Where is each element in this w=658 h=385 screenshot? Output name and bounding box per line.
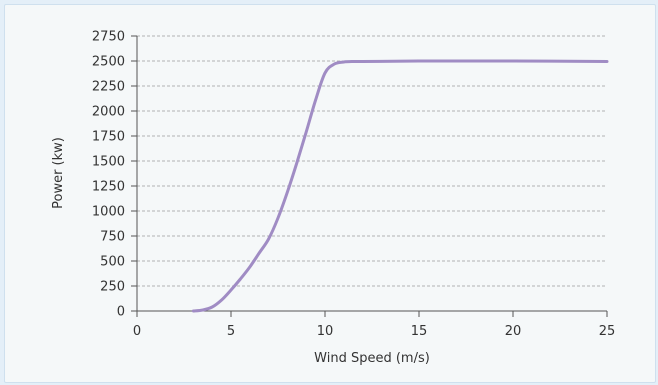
y-tick-label: 250 [100, 280, 125, 295]
x-tick-label: 0 [133, 324, 141, 339]
x-tick-label: 25 [599, 324, 616, 339]
x-tick-label: 5 [227, 324, 235, 339]
y-tick-label: 750 [100, 230, 125, 245]
axes [131, 35, 608, 317]
y-tick-label: 500 [100, 255, 125, 270]
y-axis-title: Power (kw) [51, 137, 66, 209]
y-tick-label: 1750 [92, 130, 125, 145]
power-curve-line [191, 59, 609, 313]
y-tick-label: 1500 [92, 155, 125, 170]
grid-lines [137, 35, 607, 287]
x-tick-label: 15 [411, 324, 428, 339]
series [191, 59, 609, 313]
x-axis-title: Wind Speed (m/s) [314, 351, 430, 366]
x-tick-label: 20 [505, 324, 522, 339]
y-tick-label: 2750 [92, 30, 125, 45]
x-tick-label: 10 [317, 324, 334, 339]
y-tick-label: 1000 [92, 205, 125, 220]
y-tick-label: 2250 [92, 80, 125, 95]
y-tick-label: 0 [117, 305, 125, 320]
y-tick-label: 2500 [92, 55, 125, 70]
tick-labels: 0250500750100012501500175020002250250027… [92, 30, 615, 340]
y-tick-label: 1250 [92, 180, 125, 195]
y-tick-label: 2000 [92, 105, 125, 120]
